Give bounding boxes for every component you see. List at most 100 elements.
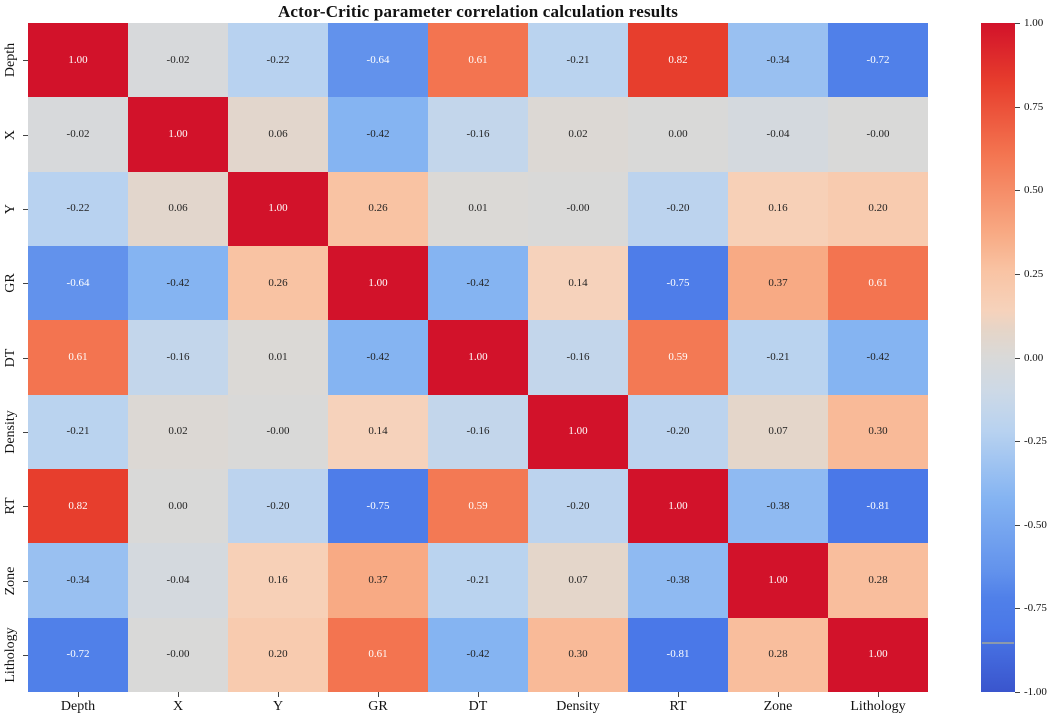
heatmap-cell: 0.28	[828, 543, 928, 618]
y-axis-tick	[23, 654, 28, 656]
heatmap-cell: -0.20	[628, 394, 728, 469]
heatmap-cell: -0.21	[428, 543, 528, 618]
heatmap-cell: 0.14	[528, 246, 628, 321]
heatmap-cell: -0.34	[728, 23, 828, 98]
colorbar-tick	[1015, 692, 1020, 693]
heatmap-cell: 0.30	[528, 617, 628, 692]
colorbar-tick	[1015, 106, 1020, 108]
heatmap-cell: -0.22	[228, 23, 328, 98]
y-axis-label: Zone	[3, 566, 18, 595]
heatmap-cell: 0.06	[228, 97, 328, 172]
x-axis-tick	[578, 692, 579, 697]
x-axis-tick	[678, 692, 679, 697]
x-axis-label: Depth	[60, 699, 96, 714]
y-axis-label: Depth	[3, 43, 18, 78]
x-axis-label: GR	[368, 699, 388, 714]
heatmap-cell: -0.42	[328, 320, 428, 395]
heatmap-grid: 1.00 -0.02 -0.22 -0.64 0.61 -0.21 0.82 -0.34 -0.…	[28, 23, 928, 692]
colorbar	[981, 23, 1015, 692]
y-axis-tick	[23, 506, 28, 508]
heatmap-cell: -0.00	[528, 171, 628, 246]
colorbar-tick-label: 0.00	[1024, 351, 1044, 364]
heatmap-cell: 0.59	[428, 469, 528, 544]
heatmap-cell: 0.00	[628, 97, 728, 172]
heatmap-cell: 0.30	[828, 394, 928, 469]
y-axis-label: Density	[3, 410, 18, 454]
heatmap-cell: 0.61	[428, 23, 528, 98]
heatmap-cell: -0.42	[128, 246, 228, 321]
heatmap-cell: -0.16	[528, 320, 628, 395]
heatmap-cell: -0.02	[28, 97, 128, 172]
heatmap-cell: 0.20	[228, 617, 328, 692]
heatmap-cell: 0.82	[628, 23, 728, 98]
x-axis-label: X	[172, 699, 184, 714]
x-axis-tick	[78, 692, 79, 697]
x-axis-label: Lithology	[850, 699, 906, 714]
y-axis-label: RT	[3, 497, 18, 515]
heatmap-cell: 0.20	[828, 171, 928, 246]
heatmap-cell: 1.00	[728, 543, 828, 618]
heatmap-cell: 0.16	[228, 543, 328, 618]
heatmap-cell: -0.20	[628, 171, 728, 246]
heatmap-cell: 0.26	[228, 246, 328, 321]
x-axis-tick	[178, 692, 179, 697]
heatmap-cell: -0.04	[728, 97, 828, 172]
colorbar-tick-label: -1.00	[1024, 686, 1047, 698]
x-axis-tick	[878, 692, 879, 697]
colorbar-tick	[1015, 441, 1020, 443]
heatmap-cell: 1.00	[828, 617, 928, 692]
heatmap-cell: 0.59	[628, 320, 728, 395]
colorbar-tick	[1015, 190, 1020, 192]
x-axis-tick	[778, 692, 779, 697]
colorbar-tick	[1015, 608, 1020, 610]
heatmap-cell: -0.72	[828, 23, 928, 98]
heatmap-cell: -0.34	[28, 543, 128, 618]
x-axis-label: Zone	[763, 699, 793, 714]
y-axis-label: Y	[3, 203, 18, 214]
heatmap-cell: -0.22	[28, 171, 128, 246]
x-axis-tick	[478, 692, 479, 697]
heatmap-cell: 1.00	[28, 23, 128, 98]
heatmap-cell: 1.00	[628, 469, 728, 544]
heatmap-cell: 0.07	[728, 394, 828, 469]
colorbar-tick-label: 0.25	[1024, 267, 1044, 280]
heatmap-cell: 1.00	[128, 97, 228, 172]
x-axis-tick	[378, 692, 379, 697]
heatmap-cell: 0.00	[128, 469, 228, 544]
heatmap-cell: 0.07	[528, 543, 628, 618]
heatmap-cell: 0.16	[728, 171, 828, 246]
heatmap-cell: -0.38	[728, 469, 828, 544]
x-axis-label: Y	[272, 699, 284, 714]
y-axis-tick	[23, 60, 28, 62]
colorbar-marker-line	[982, 641, 1014, 644]
colorbar-tick-label: 0.75	[1024, 100, 1044, 113]
heatmap-cell: -0.02	[128, 23, 228, 98]
heatmap-cell: -0.42	[428, 246, 528, 321]
y-axis-label: DT	[3, 348, 18, 367]
heatmap-cell: 0.82	[28, 469, 128, 544]
x-axis-label: Density	[556, 699, 600, 714]
heatmap-cell: -0.16	[128, 320, 228, 395]
colorbar-tick	[1015, 357, 1020, 359]
heatmap-cell: -0.21	[528, 23, 628, 98]
x-axis-tick	[278, 692, 279, 697]
heatmap-cell: -0.04	[128, 543, 228, 618]
colorbar-tick-label: 0.50	[1024, 184, 1044, 197]
colorbar-tick	[1015, 524, 1020, 526]
colorbar-tick-label: 1.00	[1024, 17, 1044, 29]
heatmap-cell: -0.16	[428, 394, 528, 469]
colorbar-tick-label: -0.75	[1024, 602, 1047, 615]
heatmap-cell: 1.00	[228, 171, 328, 246]
heatmap-cell: 0.06	[128, 171, 228, 246]
heatmap-cell: -0.42	[428, 617, 528, 692]
x-axis-label: RT	[669, 699, 687, 714]
y-axis-tick	[23, 580, 28, 582]
y-axis-tick	[23, 431, 28, 433]
heatmap-cell: -0.81	[828, 469, 928, 544]
y-axis-tick	[23, 357, 28, 359]
heatmap-cell: -0.20	[528, 469, 628, 544]
heatmap-cell: -0.00	[228, 394, 328, 469]
heatmap-cell: 1.00	[528, 394, 628, 469]
colorbar-tick-label: -0.25	[1024, 435, 1047, 448]
